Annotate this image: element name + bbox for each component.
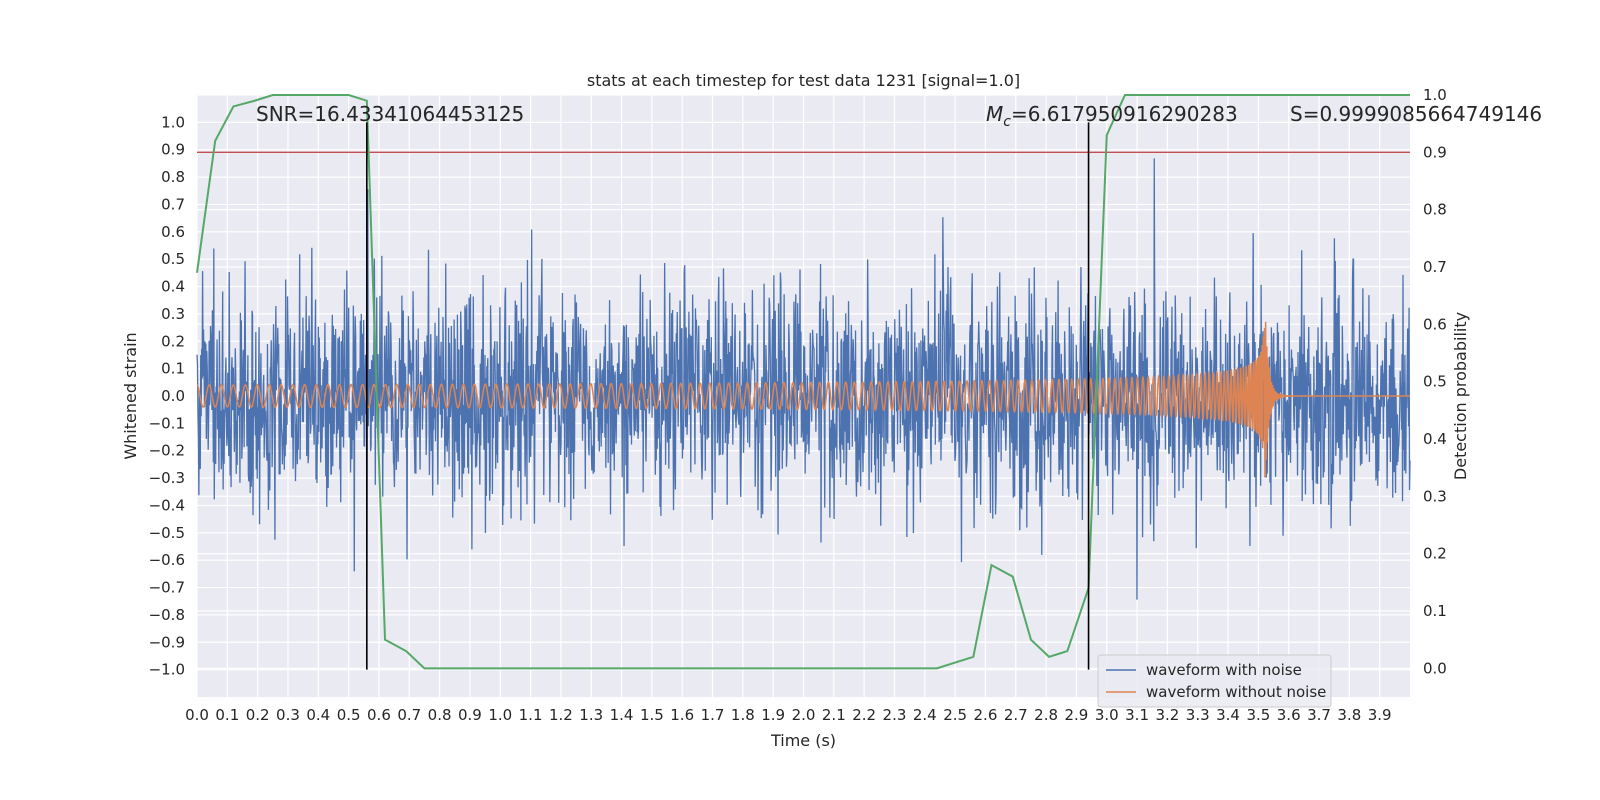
y-tick-label: 0.7	[161, 195, 185, 213]
y-tick-label: 0.8	[161, 168, 185, 186]
x-tick-label: 0.9	[458, 706, 482, 724]
x-tick-label: 3.6	[1277, 706, 1301, 724]
x-tick-label: 0.7	[397, 706, 421, 724]
chirp-mass-annotation: Mc=6.617950916290283	[986, 102, 1238, 130]
y-tick-label: −0.1	[149, 414, 185, 432]
x-tick-label: 0.6	[367, 706, 391, 724]
x-tick-label: 2.8	[1034, 706, 1058, 724]
y-tick-label: 0.6	[161, 223, 185, 241]
x-tick-label: 0.4	[306, 706, 330, 724]
x-tick-label: 3.1	[1125, 706, 1149, 724]
x-tick-label: 1.3	[579, 706, 603, 724]
y-tick-label: 0.3	[161, 305, 185, 323]
x-tick-label: 2.2	[852, 706, 876, 724]
y-tick-label: −0.9	[149, 633, 185, 651]
y-axis-label: Whitened strain	[121, 332, 140, 459]
x-tick-label: 1.2	[549, 706, 573, 724]
x-tick-label: 2.5	[943, 706, 967, 724]
x-tick-label: 1.6	[670, 706, 694, 724]
y-tick-label: −0.7	[149, 579, 185, 597]
y-tick-label: −0.8	[149, 606, 185, 624]
x-tick-label: 3.0	[1095, 706, 1119, 724]
y-tick-label: −0.3	[149, 469, 185, 487]
legend-entry-noise: waveform with noise	[1146, 661, 1302, 679]
series-detection-probability	[196, 94, 1410, 670]
x-tick-label: 2.3	[883, 706, 907, 724]
y-tick-label: 0.0	[161, 387, 185, 405]
x-tick-label: 3.4	[1216, 706, 1240, 724]
y-tick-label: 0.2	[161, 332, 185, 350]
y2-tick-label: 0.7	[1423, 258, 1447, 276]
y2-tick-label: 0.1	[1423, 602, 1447, 620]
chirp-mass-value: =6.617950916290283	[1011, 102, 1238, 126]
series-layer	[196, 158, 1411, 600]
x-tick-label: 1.7	[701, 706, 725, 724]
series-waveform-without-noise	[196, 321, 1410, 478]
x-tick-label: 2.7	[1004, 706, 1028, 724]
y-tick-label: 1.0	[161, 113, 185, 131]
tick-labels: 0.0 0.1 0.2 0.3 0.4 0.5 0.6 0.7 0.8 0.9 1.0 1.1 1.2 1…	[149, 86, 1447, 724]
x-tick-label: 1.8	[731, 706, 755, 724]
y2-tick-label: 0.8	[1423, 201, 1447, 219]
y2-tick-label: 0.5	[1423, 373, 1447, 391]
y-tick-label: −0.4	[149, 496, 185, 514]
x-tick-label: 0.5	[337, 706, 361, 724]
x-tick-label: 1.9	[761, 706, 785, 724]
x-tick-label: 0.8	[428, 706, 452, 724]
x-tick-label: 1.4	[610, 706, 634, 724]
legend-box	[1097, 654, 1332, 708]
y-tick-label: 0.1	[161, 360, 185, 378]
legend: waveform with noise waveform without noi…	[1097, 654, 1332, 708]
y2-tick-label: 0.9	[1423, 143, 1447, 161]
x-tick-label: 3.3	[1186, 706, 1210, 724]
y-tick-label: 0.4	[161, 278, 185, 296]
x-tick-label: 0.0	[185, 706, 209, 724]
chirp-mass-subscript: c	[1003, 114, 1011, 130]
y2-tick-label: 0.6	[1423, 315, 1447, 333]
x-tick-label: 3.5	[1246, 706, 1270, 724]
y2-tick-label: 1.0	[1423, 86, 1447, 104]
y-tick-label: −0.2	[149, 442, 185, 460]
y2-tick-label: 0.4	[1423, 430, 1447, 448]
x-tick-label: 2.6	[974, 706, 998, 724]
y-tick-label: −0.5	[149, 524, 185, 542]
x-tick-label: 3.9	[1368, 706, 1392, 724]
overlay-layer	[196, 94, 1410, 670]
chart-title: stats at each timestep for test data 123…	[587, 71, 1020, 90]
x-tick-label: 0.2	[246, 706, 270, 724]
x-tick-label: 2.0	[792, 706, 816, 724]
x-tick-label: 2.9	[1064, 706, 1088, 724]
x-tick-label: 3.2	[1155, 706, 1179, 724]
y-tick-label: −0.6	[149, 551, 185, 569]
x-tick-label: 2.4	[913, 706, 937, 724]
y2-tick-label: 0.3	[1423, 487, 1447, 505]
x-tick-label: 3.7	[1307, 706, 1331, 724]
x-axis-label: Time (s)	[770, 731, 836, 750]
x-tick-label: 1.5	[640, 706, 664, 724]
y-tick-label: −1.0	[149, 661, 185, 679]
x-tick-label: 1.1	[519, 706, 543, 724]
x-tick-label: 0.3	[276, 706, 300, 724]
snr-annotation: SNR=16.43341064453125	[256, 102, 524, 126]
x-tick-label: 3.8	[1337, 706, 1361, 724]
chirp-mass-symbol: M	[986, 102, 1003, 126]
y-tick-label: 0.9	[161, 141, 185, 159]
s-annotation: S=0.9999085664749146	[1290, 102, 1542, 126]
y-tick-label: 0.5	[161, 250, 185, 268]
legend-entry-clean: waveform without noise	[1146, 683, 1326, 701]
y2-tick-label: 0.2	[1423, 545, 1447, 563]
x-tick-label: 1.0	[488, 706, 512, 724]
y2-axis-label: Detection probability	[1451, 312, 1470, 480]
x-tick-label: 2.1	[822, 706, 846, 724]
y2-tick-label: 0.0	[1423, 659, 1447, 677]
x-tick-label: 0.1	[215, 706, 239, 724]
